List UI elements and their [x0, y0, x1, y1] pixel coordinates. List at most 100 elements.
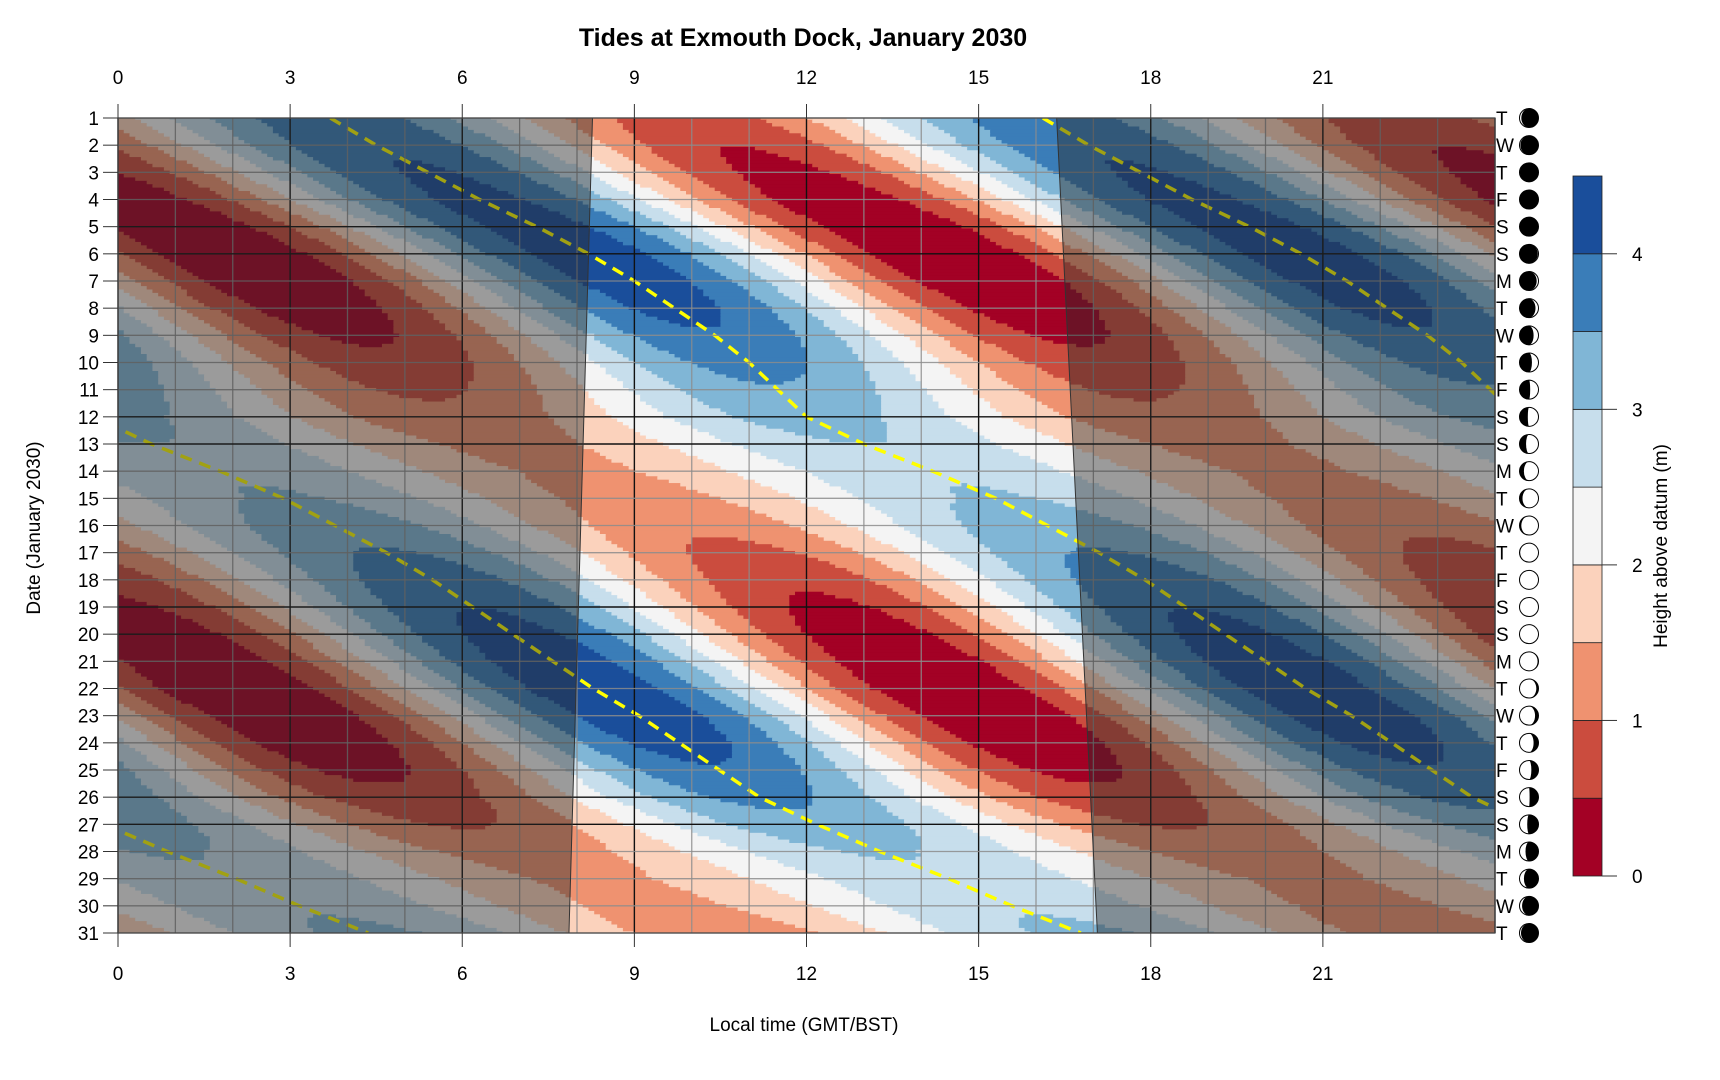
contour-band-cell — [1041, 673, 1072, 678]
contour-band-cell — [479, 180, 538, 185]
contour-band-cell — [1466, 625, 1495, 630]
contour-band-cell — [1305, 649, 1353, 654]
contour-band-cell — [536, 123, 578, 128]
contour-band-cell — [1104, 639, 1140, 644]
contour-band-cell — [990, 547, 1077, 552]
contour-band-cell — [800, 374, 871, 379]
contour-band-cell — [490, 527, 538, 532]
contour-band-cell — [376, 303, 423, 308]
contour-band-cell — [846, 316, 876, 321]
contour-band-cell — [186, 292, 228, 297]
contour-band-cell — [1036, 160, 1106, 165]
contour-band-cell — [1145, 703, 1175, 708]
contour-band-cell — [668, 180, 704, 185]
contour-band-cell — [1265, 557, 1307, 562]
contour-band-cell — [686, 680, 716, 685]
contour-band-cell — [118, 734, 148, 739]
contour-band-cell — [1213, 163, 1255, 168]
contour-band-cell — [1104, 340, 1175, 345]
contour-band-cell — [852, 547, 899, 552]
contour-band-cell — [697, 258, 733, 263]
contour-band-cell — [858, 323, 888, 328]
contour-band-cell — [175, 517, 245, 522]
contour-band-cell — [823, 730, 853, 735]
contour-band-cell — [473, 377, 532, 382]
contour-band-cell — [1087, 595, 1255, 600]
contour-band-cell — [984, 398, 1037, 403]
contour-band-cell — [1311, 584, 1347, 589]
contour-band-cell — [634, 428, 699, 433]
contour-band-cell — [795, 377, 871, 382]
contour-band-cell — [221, 357, 263, 362]
contour-band-cell — [892, 354, 934, 359]
contour-band-cell — [163, 557, 205, 562]
contour-band-cell — [1236, 153, 1267, 158]
contour-band-cell — [1030, 180, 1072, 185]
contour-band-cell — [318, 455, 389, 460]
contour-band-cell — [1018, 683, 1060, 688]
contour-band-cell — [904, 527, 968, 532]
contour-band-cell — [1127, 258, 1152, 263]
contour-band-cell — [198, 133, 234, 138]
contour-band-cell — [1431, 207, 1462, 212]
contour-band-cell — [278, 316, 389, 321]
contour-band-cell — [817, 747, 848, 752]
contour-band-cell — [800, 303, 831, 308]
contour-band-cell — [1202, 157, 1244, 162]
contour-band-cell — [163, 384, 211, 389]
contour-band-cell — [1414, 214, 1444, 219]
contour-band-cell — [1437, 153, 1495, 158]
contour-band-cell — [181, 588, 222, 593]
contour-band-cell — [118, 411, 171, 416]
contour-band-cell — [1116, 761, 1169, 766]
contour-band-cell — [1340, 425, 1404, 430]
contour-band-cell — [1190, 730, 1215, 735]
contour-band-cell — [129, 292, 159, 297]
contour-band-cell — [743, 445, 1003, 450]
contour-band-cell — [387, 245, 417, 250]
contour-band-cell — [1477, 730, 1495, 735]
contour-band-cell — [1397, 248, 1427, 253]
contour-band-cell — [714, 235, 744, 240]
contour-band-cell — [1053, 221, 1083, 226]
contour-band-cell — [1334, 218, 1364, 223]
contour-band-cell — [381, 707, 412, 712]
contour-band-cell — [1127, 730, 1163, 735]
contour-band-cell — [404, 703, 435, 708]
contour-band-cell — [1242, 710, 1284, 715]
contour-band-cell — [399, 683, 429, 688]
contour-band-cell — [129, 133, 165, 138]
contour-band-cell — [502, 533, 555, 538]
contour-band-cell — [181, 567, 222, 572]
contour-band-cell — [1472, 187, 1495, 192]
contour-band-cell — [1282, 299, 1330, 304]
contour-band-cell — [990, 622, 1020, 627]
contour-band-cell — [1087, 649, 1117, 654]
contour-band-cell — [1185, 150, 1226, 155]
contour-band-cell — [307, 153, 481, 158]
contour-band-cell — [840, 133, 876, 138]
contour-band-cell — [1007, 758, 1117, 763]
contour-band-cell — [479, 700, 515, 705]
contour-band-cell — [525, 744, 555, 749]
contour-band-cell — [204, 754, 240, 759]
contour-band-cell — [118, 493, 142, 498]
contour-band-cell — [663, 157, 727, 162]
contour-band-cell — [1173, 513, 1226, 518]
contour-band-cell — [1466, 146, 1495, 151]
contour-band-cell — [921, 207, 968, 212]
contour-band-cell — [1196, 326, 1232, 331]
contour-band-cell — [118, 720, 125, 725]
contour-band-cell — [479, 265, 515, 270]
contour-band-cell — [445, 296, 475, 301]
contour-band-cell — [525, 313, 555, 318]
contour-band-cell — [204, 734, 245, 739]
contour-band-cell — [990, 486, 1106, 491]
contour-band-cell — [473, 129, 515, 134]
contour-band-cell — [1271, 537, 1324, 542]
contour-band-cell — [1305, 557, 1347, 562]
contour-band-cell — [967, 629, 1003, 634]
contour-band-cell — [135, 136, 171, 141]
contour-band-cell — [1299, 598, 1335, 603]
contour-band-cell — [1259, 326, 1295, 331]
